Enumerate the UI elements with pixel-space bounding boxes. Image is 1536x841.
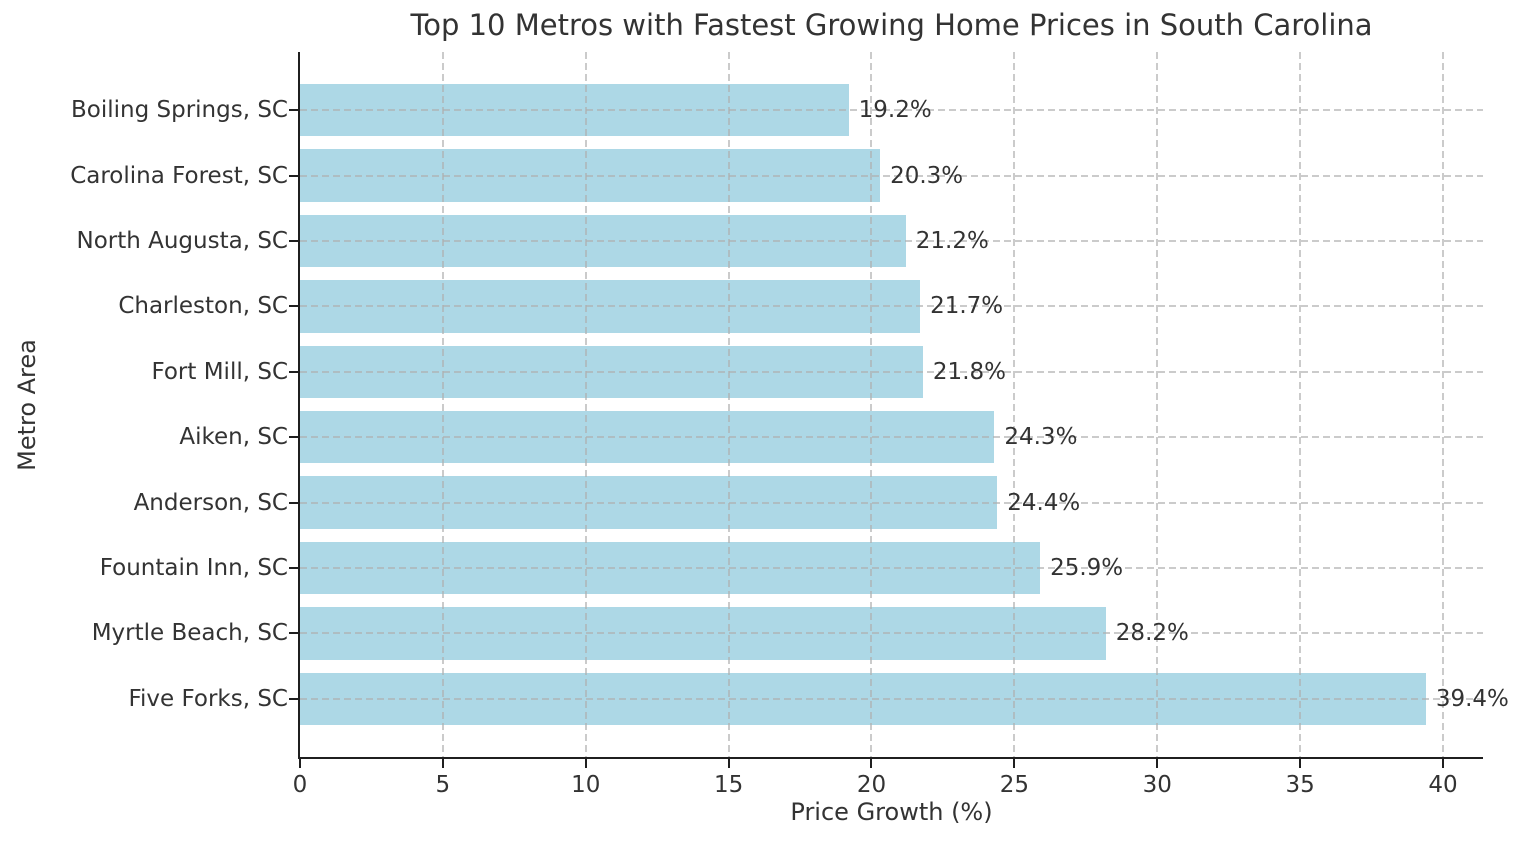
gridline-horizontal — [300, 305, 1483, 308]
y-tick-mark — [289, 370, 298, 373]
gridline-vertical — [727, 52, 730, 757]
x-axis-spine — [298, 757, 1483, 759]
y-tick-mark — [289, 436, 298, 439]
y-tick-label: North Augusta, SC — [76, 228, 288, 254]
y-axis-title: Metro Area — [13, 339, 41, 471]
gridline-vertical — [870, 52, 873, 757]
gridline-vertical — [1156, 52, 1159, 757]
x-tick-label: 5 — [435, 772, 451, 798]
x-tick-mark — [1441, 759, 1444, 768]
gridline-horizontal — [300, 240, 1483, 242]
y-tick-mark — [289, 240, 298, 242]
bar-value-label: 21.8% — [932, 358, 1006, 385]
bar-value-label: 25.9% — [1050, 554, 1124, 581]
y-tick-label: Carolina Forest, SC — [70, 162, 288, 189]
gridline-horizontal — [300, 566, 1483, 569]
gridline-horizontal — [300, 174, 1483, 177]
y-tick-label: Aiken, SC — [179, 424, 288, 451]
x-tick-mark — [1299, 759, 1302, 768]
bar-value-label: 20.3% — [890, 162, 964, 189]
x-tick-label: 30 — [1142, 772, 1172, 798]
y-tick-label: Anderson, SC — [133, 489, 288, 516]
y-tick-label: Fountain Inn, SC — [99, 554, 288, 581]
x-tick-label: 10 — [571, 772, 601, 798]
y-tick-mark — [289, 305, 298, 308]
bar-value-label: 28.2% — [1115, 620, 1189, 647]
y-tick-mark — [289, 566, 298, 569]
x-tick-mark — [727, 759, 730, 768]
gridline-vertical — [1441, 52, 1444, 757]
y-axis-spine — [298, 52, 300, 759]
chart-title: Top 10 Metros with Fastest Growing Home … — [410, 8, 1373, 42]
gridline-vertical — [441, 52, 444, 757]
y-tick-mark — [289, 501, 298, 504]
x-tick-label: 15 — [713, 772, 744, 798]
x-tick-label: 0 — [292, 772, 308, 798]
gridline-horizontal — [300, 436, 1483, 439]
plot-area: 19.2% 20.3% 21.2% 21.7% 21.8% 24.3% 24.4% 25.9%… — [300, 52, 1509, 757]
y-tick-label: Fort Mill, SC — [151, 358, 288, 385]
y-tick-mark — [289, 632, 298, 635]
y-tick-label: Myrtle Beach, SC — [91, 620, 288, 647]
y-tick-mark — [289, 109, 298, 112]
x-tick-label: 40 — [1428, 772, 1458, 798]
gridline-vertical — [584, 52, 587, 757]
y-tick-label: Boiling Springs, SC — [71, 97, 288, 124]
gridline-horizontal — [300, 632, 1483, 635]
x-tick-mark — [584, 759, 587, 768]
x-tick-mark — [870, 759, 873, 768]
x-tick-mark — [441, 759, 444, 768]
bar-value-label: 19.2% — [858, 97, 932, 124]
x-tick-mark — [1013, 759, 1016, 768]
gridline-horizontal — [300, 109, 1483, 112]
x-tick-label: 25 — [999, 772, 1029, 798]
gridline-horizontal — [300, 697, 1483, 700]
y-tick-label: Charleston, SC — [118, 293, 288, 320]
gridline-horizontal — [300, 370, 1483, 373]
gridline-horizontal — [300, 501, 1483, 504]
x-tick-label: 20 — [856, 772, 887, 798]
gridline-vertical — [1299, 52, 1302, 757]
bar-value-label: 24.3% — [1004, 424, 1078, 451]
bar-value-label: 39.4% — [1435, 685, 1509, 712]
y-tick-label: Five Forks, SC — [128, 685, 288, 712]
x-axis-title: Price Growth (%) — [790, 798, 993, 826]
bar-value-label: 21.7% — [930, 293, 1004, 320]
x-tick-mark — [299, 759, 301, 768]
gridline-vertical — [1013, 52, 1016, 757]
bar-value-label: 21.2% — [915, 228, 989, 254]
y-tick-mark — [289, 174, 298, 177]
bar-value-label: 24.4% — [1007, 489, 1081, 516]
x-tick-mark — [1156, 759, 1159, 768]
x-tick-label: 35 — [1285, 772, 1315, 798]
y-tick-mark — [289, 697, 298, 700]
